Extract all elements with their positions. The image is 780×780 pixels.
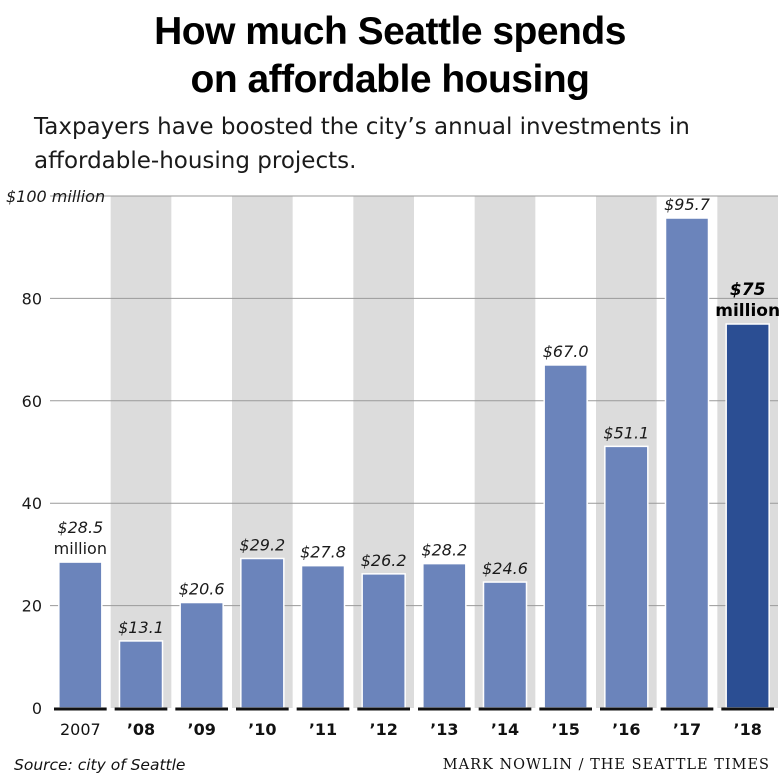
x-tick-label: ’08	[127, 720, 155, 739]
value-label: $95.7	[664, 195, 711, 214]
x-tick-label: ’11	[309, 720, 337, 739]
value-label: $28.2	[421, 541, 467, 560]
value-label: million	[715, 301, 780, 321]
gridlines	[50, 195, 778, 607]
x-tick-label: 2007	[60, 720, 101, 739]
x-tick-label: ’17	[673, 720, 701, 739]
x-tick-label: ’15	[551, 720, 579, 739]
value-label: $67.0	[543, 342, 589, 361]
value-label: $29.2	[239, 535, 285, 554]
chart-title-line-1: How much Seattle spends	[154, 10, 626, 53]
y-tick-label: 40	[22, 494, 42, 513]
chart-subtitle-line-1: Taxpayers have boosted the city’s annual…	[34, 114, 690, 140]
bar	[58, 561, 103, 709]
bar	[543, 364, 588, 709]
bar	[361, 573, 406, 709]
x-tick-label: ’09	[187, 720, 215, 739]
x-tick-label: ’12	[369, 720, 397, 739]
value-label: $24.6	[482, 559, 528, 578]
chart-title-line-2: on affordable housing	[190, 58, 590, 101]
value-label: $28.5	[57, 518, 103, 537]
bar	[118, 640, 164, 709]
x-tick-label: ’16	[612, 720, 640, 739]
value-label: $51.1	[603, 423, 649, 442]
bar	[482, 581, 528, 709]
bar	[604, 445, 649, 709]
y-tick-label: 20	[22, 597, 42, 616]
value-label: $75	[730, 280, 766, 300]
x-tick-label: ’14	[491, 720, 519, 739]
source-note: Source: city of Seattle	[14, 756, 186, 774]
bar	[300, 564, 346, 709]
credit-line: MARK NOWLIN / THE SEATTLE TIMES	[442, 757, 770, 773]
x-tick-label: ’18	[733, 720, 761, 739]
value-label: $27.8	[300, 543, 346, 562]
y-axis-tick-labels: 0 20 40 60 80 $100 million	[6, 187, 105, 718]
bar	[725, 323, 770, 709]
x-tick-label: ’10	[248, 720, 276, 739]
background-band	[110, 196, 172, 708]
y-tick-label: $100 million	[6, 187, 105, 206]
chart-subtitle-line-2: affordable-housing projects.	[34, 148, 357, 174]
x-axis-tick-labels: 2007 ’08 ’09 ’10 ’11 ’12 ’13 ’14 ’15 ’16 ’17 ’18	[60, 720, 762, 739]
x-tick-label: ’13	[430, 720, 458, 739]
bar	[664, 217, 710, 709]
bar	[422, 562, 467, 709]
y-tick-label: 80	[22, 289, 42, 308]
y-tick-label: 0	[32, 699, 42, 718]
value-label: $13.1	[118, 618, 164, 637]
value-label: $26.2	[361, 551, 407, 570]
y-tick-label: 60	[22, 392, 42, 411]
value-labels: $28.5 million $13.1 $20.6 $29.2 $27.8 $26.2 $28…	[54, 195, 780, 637]
bar	[179, 601, 224, 709]
bars	[58, 217, 770, 709]
bar	[240, 557, 285, 709]
value-label: million	[54, 539, 107, 558]
chart-subtitle: Taxpayers have boosted the city’s annual…	[34, 110, 764, 178]
value-label: $20.6	[179, 580, 225, 599]
